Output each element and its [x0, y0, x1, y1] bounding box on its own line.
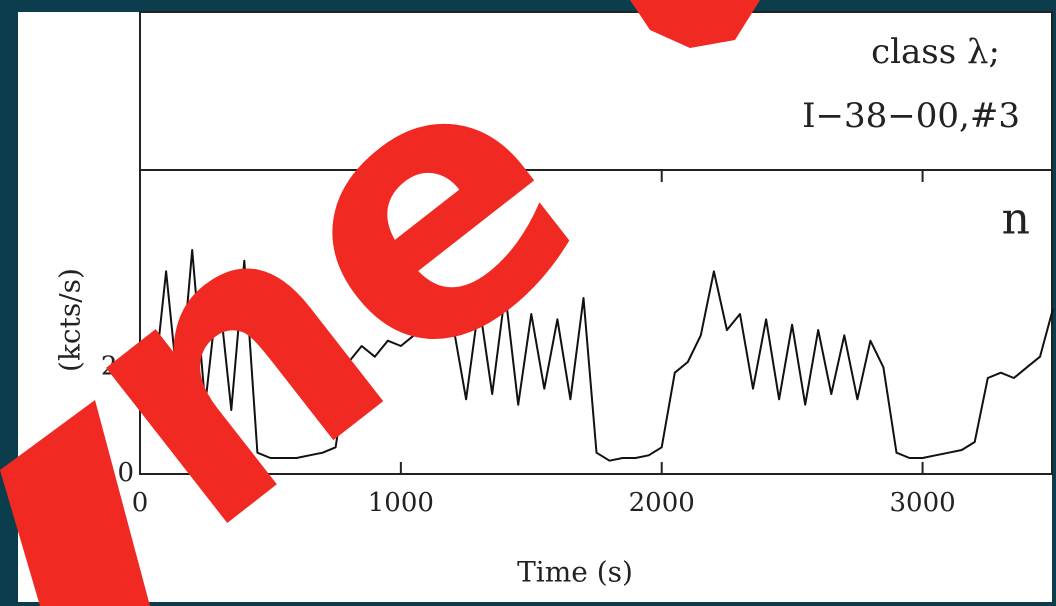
x-tick-label: 1000 — [368, 488, 434, 518]
overlay-shape — [630, 0, 760, 48]
plot-background — [18, 12, 1052, 602]
panel-letter: n — [1002, 194, 1030, 245]
y-tick-label: 20 — [101, 351, 134, 381]
overlay-shape — [0, 400, 150, 606]
data-line — [139, 249, 1054, 462]
x-tick-label: 0 — [132, 488, 149, 518]
class-label: class λ; — [871, 32, 1000, 72]
lower-panel-frame — [139, 169, 1053, 475]
plot-marks: 0 1000 2000 3000 0 20 — [101, 170, 1054, 518]
observation-label: I−38−00,#3 — [802, 96, 1020, 136]
x-tick-label: 3000 — [889, 488, 955, 518]
x-tick-label: 2000 — [629, 488, 695, 518]
x-axis-title: Time (s) — [517, 556, 633, 589]
y-tick-label: 0 — [117, 458, 134, 488]
y-axis-title: (kcts/s) — [54, 268, 87, 372]
